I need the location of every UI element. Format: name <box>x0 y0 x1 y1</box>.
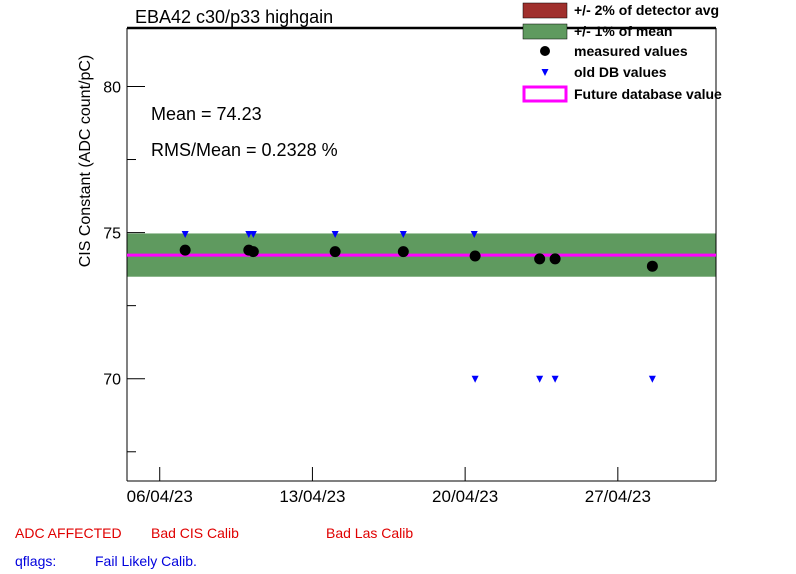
old-db-point <box>551 375 559 383</box>
old-db-point <box>399 231 407 239</box>
legend-swatch-1pct <box>522 23 568 40</box>
old-db-point <box>249 231 257 239</box>
x-tick-label: 13/04/23 <box>279 487 345 506</box>
old-db-point <box>181 231 189 239</box>
legend-marker-old-db <box>541 69 549 76</box>
old-db-point <box>471 375 479 383</box>
measured-point <box>397 246 409 258</box>
old-db-point <box>470 231 478 239</box>
old-db-point <box>331 231 339 239</box>
x-tick-label: 27/04/23 <box>585 487 651 506</box>
legend-label-measured: measured values <box>574 43 688 59</box>
measured-point <box>179 244 191 256</box>
qflags-value: Fail Likely Calib. <box>95 553 197 569</box>
legend-label-future: Future database value <box>574 86 722 102</box>
y-tick-label: 75 <box>103 226 121 243</box>
legend-swatch-2pct <box>522 2 568 19</box>
old-db-point <box>536 375 544 383</box>
chart-title: EBA42 c30/p33 highgain <box>135 7 334 27</box>
bad-cis-flag: Bad CIS Calib <box>151 525 239 541</box>
bad-las-flag: Bad Las Calib <box>326 525 414 541</box>
qflags-label: qflags: <box>15 553 57 569</box>
measured-point <box>469 250 481 262</box>
old-db-point <box>648 375 656 383</box>
y-tick-label: 70 <box>103 372 121 389</box>
measured-point <box>534 253 546 265</box>
measured-point <box>549 253 561 265</box>
measured-point <box>329 246 341 258</box>
measured-point <box>247 246 259 258</box>
measured-point <box>646 260 658 272</box>
x-tick-label: 20/04/23 <box>432 487 498 506</box>
x-tick-label: 06/04/23 <box>127 487 193 506</box>
adc-affected-flag: ADC AFFECTED <box>15 525 122 541</box>
legend-marker-measured <box>540 46 550 56</box>
legend-marker-future <box>522 85 568 103</box>
legend-label-2pct: +/- 2% of detector avg <box>574 2 720 18</box>
legend-label-old-db: old DB values <box>574 64 667 80</box>
mean-stat: Mean = 74.23 <box>151 104 262 124</box>
rms-stat: RMS/Mean = 0.2328 % <box>151 140 338 160</box>
y-tick-label: 80 <box>103 79 121 96</box>
old-db-point <box>245 231 253 239</box>
legend-label-1pct: +/- 1% of mean <box>574 23 673 39</box>
